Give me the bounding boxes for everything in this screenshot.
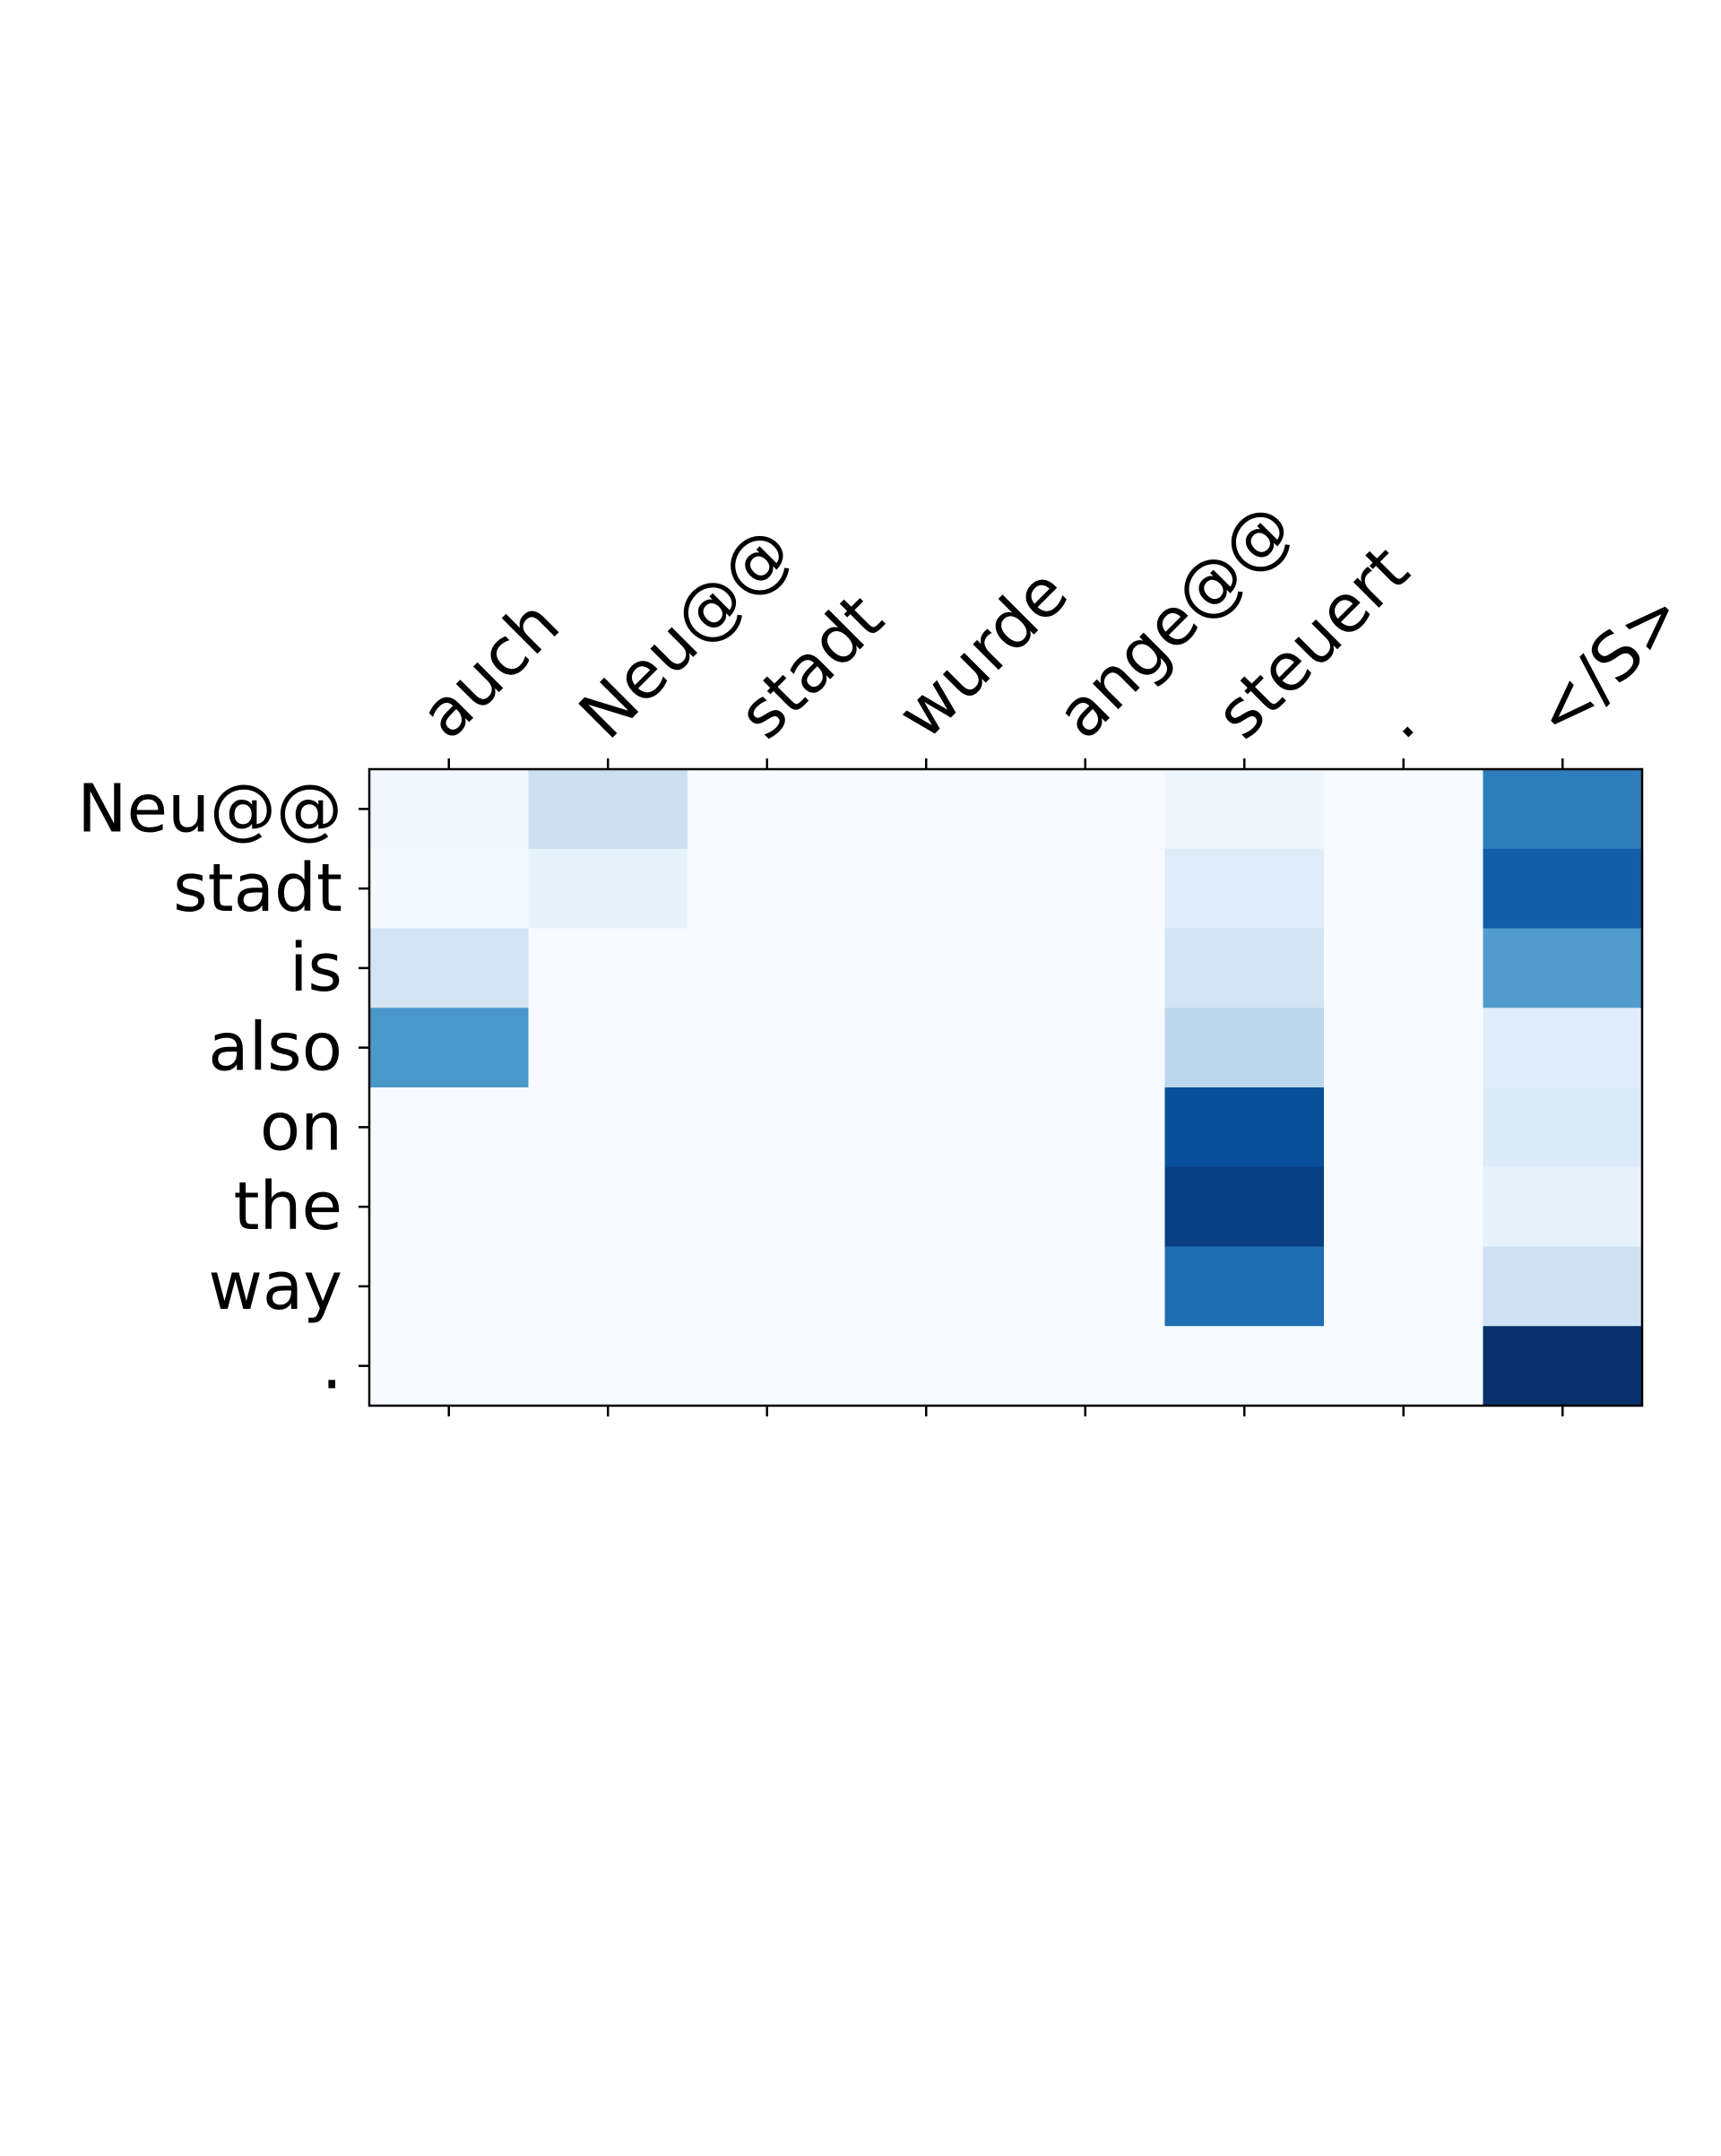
heatmap-cell-r3-c4 [1006, 1008, 1165, 1088]
heatmap-cell-r6-c5 [1164, 1246, 1325, 1327]
heatmap-cell-r4-c4 [1006, 1087, 1165, 1168]
heatmap-cell-r0-c3 [846, 769, 1007, 850]
y-tick-label-5: the [234, 1168, 342, 1245]
heatmap-cell-r6-c0 [369, 1246, 529, 1327]
heatmap-cell-r6-c1 [528, 1246, 688, 1327]
y-tick-label-4: on [260, 1088, 342, 1165]
heatmap-cell-r5-c4 [1006, 1166, 1165, 1247]
heatmap-cell-r1-c7 [1483, 848, 1643, 929]
heatmap-cell-r4-c3 [846, 1087, 1007, 1168]
heatmap-cell-r5-c7 [1483, 1166, 1643, 1247]
heatmap-cell-r0-c5 [1164, 769, 1325, 850]
y-tick-label-6: way [208, 1248, 342, 1325]
heatmap-cell-r3-c3 [846, 1008, 1007, 1088]
heatmap-cells [369, 769, 1643, 1407]
heatmap-cell-r7-c2 [688, 1326, 847, 1407]
y-tick-label-1: stadt [173, 850, 342, 927]
heatmap-cell-r1-c2 [688, 848, 847, 929]
heatmap-cell-r1-c3 [846, 848, 1007, 929]
y-tick-label-3: also [208, 1009, 342, 1087]
heatmap-cell-r3-c1 [528, 1008, 688, 1088]
heatmap-cell-r0-c2 [688, 769, 847, 850]
heatmap-cell-r6-c4 [1006, 1246, 1165, 1327]
heatmap-cell-r7-c6 [1324, 1326, 1483, 1407]
heatmap-cell-r1-c6 [1324, 848, 1483, 929]
heatmap-cell-r4-c1 [528, 1087, 688, 1168]
heatmap-cell-r5-c1 [528, 1166, 688, 1247]
heatmap-cell-r3-c0 [369, 1008, 529, 1088]
heatmap-cell-r4-c5 [1164, 1087, 1325, 1168]
heatmap-cell-r0-c4 [1006, 769, 1165, 850]
heatmap-cell-r2-c3 [846, 928, 1007, 1009]
y-tick-label-2: is [290, 930, 342, 1007]
heatmap-cell-r2-c4 [1006, 928, 1165, 1009]
heatmap-cell-r7-c0 [369, 1326, 529, 1407]
heatmap-cell-r4-c2 [688, 1087, 847, 1168]
y-tick-label-7: . [321, 1328, 342, 1405]
heatmap-cell-r6-c2 [688, 1246, 847, 1327]
heatmap-cell-r6-c3 [846, 1246, 1007, 1327]
heatmap-cell-r5-c0 [369, 1166, 529, 1247]
axis-ticks [359, 758, 1564, 1416]
heatmap-cell-r4-c0 [369, 1087, 529, 1168]
x-tick-label-6: . [1361, 684, 1430, 753]
heatmap-cell-r0-c6 [1324, 769, 1483, 850]
plot-frame [368, 767, 1644, 1407]
heatmap-cell-r3-c2 [688, 1008, 847, 1088]
heatmap-cell-r0-c1 [528, 769, 688, 850]
heatmap-cell-r2-c5 [1164, 928, 1325, 1009]
heatmap-cell-r6-c7 [1483, 1246, 1643, 1327]
y-tick-label-0: Neu@@ [77, 770, 342, 847]
heatmap-cell-r1-c5 [1164, 848, 1325, 929]
x-tick-label-3: wurde [883, 554, 1083, 754]
heatmap-cell-r7-c7 [1483, 1326, 1643, 1407]
heatmap-cell-r5-c3 [846, 1166, 1007, 1247]
heatmap-cell-r2-c1 [528, 928, 688, 1009]
heatmap-cell-r7-c3 [846, 1326, 1007, 1407]
heatmap-cell-r1-c4 [1006, 848, 1165, 929]
heatmap-cell-r1-c1 [528, 848, 688, 929]
x-tick-label-0: auch [406, 585, 575, 754]
heatmap-cell-r3-c7 [1483, 1008, 1643, 1088]
heatmap-cell-r3-c5 [1164, 1008, 1325, 1088]
heatmap-cell-r7-c1 [528, 1326, 688, 1407]
heatmap-cell-r1-c0 [369, 848, 529, 929]
heatmap-cell-r5-c5 [1164, 1166, 1325, 1247]
heatmap-cell-r6-c6 [1324, 1246, 1483, 1327]
heatmap-cell-r3-c6 [1324, 1008, 1483, 1088]
heatmap-cell-r2-c6 [1324, 928, 1483, 1009]
heatmap-cell-r5-c2 [688, 1166, 847, 1247]
heatmap-cell-r5-c6 [1324, 1166, 1483, 1247]
heatmap-cell-r4-c6 [1324, 1087, 1483, 1168]
heatmap-cell-r4-c7 [1483, 1087, 1643, 1168]
heatmap-cell-r2-c7 [1483, 928, 1643, 1009]
heatmap-cell-r2-c2 [688, 928, 847, 1009]
x-tick-label-7: </S> [1519, 575, 1698, 753]
heatmap-cell-r2-c0 [369, 928, 529, 1009]
heatmap-cell-r7-c5 [1164, 1326, 1325, 1407]
heatmap-cell-r0-c0 [369, 769, 529, 850]
heatmap-cell-r0-c7 [1483, 769, 1643, 850]
heatmap-cell-r7-c4 [1006, 1326, 1165, 1407]
